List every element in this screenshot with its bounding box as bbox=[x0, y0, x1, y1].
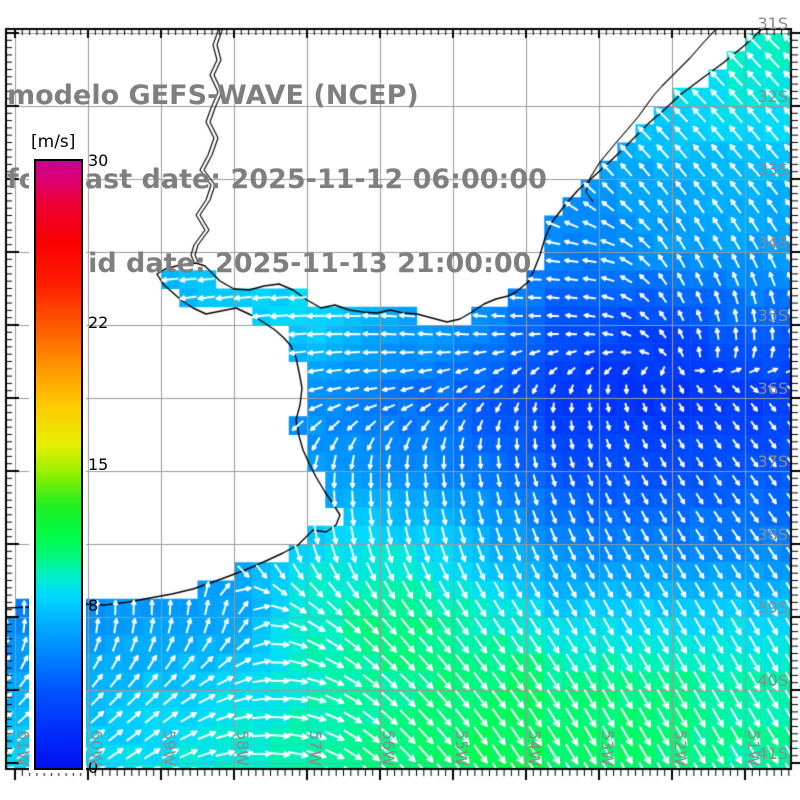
valid-date-line: valid date: 2025-11-13 21:00:00 bbox=[43, 248, 532, 279]
colorbar-tick-30: 30 bbox=[88, 151, 109, 170]
lat-label-36S: 36S bbox=[757, 379, 788, 398]
lat-label-32S: 32S bbox=[757, 87, 788, 106]
lat-label-39S: 39S bbox=[757, 598, 788, 617]
lon-label-55W: 55W bbox=[452, 730, 471, 767]
lon-label-52W: 52W bbox=[671, 730, 690, 767]
lat-label-31S: 31S bbox=[757, 14, 788, 33]
lat-label-38S: 38S bbox=[757, 525, 788, 544]
lon-label-57W: 57W bbox=[306, 730, 325, 767]
lon-label-59W: 59W bbox=[160, 730, 179, 767]
map-title-block: modelo GEFS-WAVE (NCEP) forecast date: 2… bbox=[7, 26, 547, 334]
lat-label-41S: 41S bbox=[757, 744, 788, 763]
lon-label-60W: 60W bbox=[87, 730, 106, 767]
lon-label-53W: 53W bbox=[598, 730, 617, 767]
lat-label-34S: 34S bbox=[757, 233, 788, 252]
lon-label-61W: 61W bbox=[14, 730, 33, 767]
colorbar-tick-15: 15 bbox=[88, 454, 109, 474]
colorbar-tick-8: 8 bbox=[88, 596, 99, 616]
lon-label-56W: 56W bbox=[379, 730, 398, 767]
colorbar-gradient bbox=[34, 159, 83, 770]
model-title: modelo GEFS-WAVE (NCEP) bbox=[7, 80, 419, 111]
colorbar-unit-label: [m/s] bbox=[31, 132, 76, 152]
colorbar bbox=[29, 154, 86, 773]
forecast-date-line: forecast date: 2025-11-12 06:00:00 bbox=[7, 164, 547, 195]
lon-label-58W: 58W bbox=[233, 730, 252, 767]
lat-label-37S: 37S bbox=[757, 452, 788, 471]
colorbar-tick-0: 0 bbox=[88, 758, 99, 777]
lat-label-40S: 40S bbox=[757, 671, 788, 690]
lon-label-51W: 51W bbox=[744, 730, 763, 767]
lat-label-33S: 33S bbox=[757, 160, 788, 179]
lat-label-35S: 35S bbox=[757, 306, 788, 325]
lon-label-54W: 54W bbox=[525, 730, 544, 767]
colorbar-tick-22: 22 bbox=[88, 312, 109, 332]
